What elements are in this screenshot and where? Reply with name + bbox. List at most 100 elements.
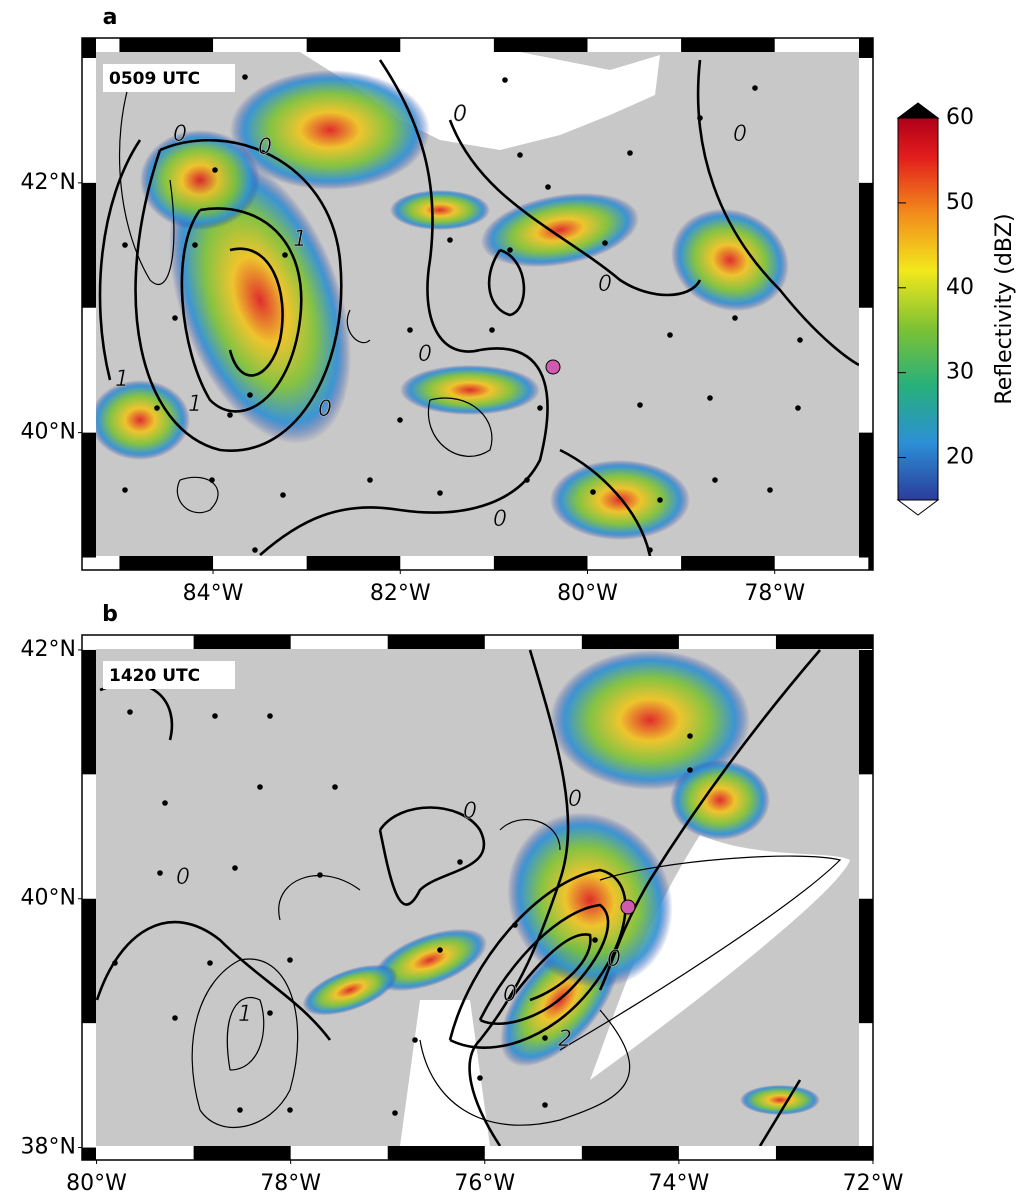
station: [112, 960, 118, 966]
frame-bar: [493, 556, 588, 570]
contour: [758, 1079, 802, 1146]
radar-echo: [670, 760, 770, 840]
frame-bar: [775, 1146, 873, 1160]
station: [122, 242, 128, 248]
x-tick-label: 80°W: [66, 1171, 127, 1196]
frame-bar: [82, 182, 96, 308]
station: [317, 872, 323, 878]
y-tick-label: 42°N: [21, 637, 76, 662]
x-tick-label: 82°W: [370, 581, 431, 606]
contour-thin: [427, 397, 493, 457]
contour-thin: [176, 476, 219, 514]
frame-bar: [681, 38, 775, 52]
frame-bar: [581, 1146, 679, 1160]
contour-thin: [499, 819, 561, 851]
frame-bar: [493, 38, 588, 52]
station: [392, 1110, 398, 1116]
frame-bar: [387, 1146, 485, 1160]
frame-bar: [82, 1147, 96, 1160]
time-label: 0509 UTC: [109, 69, 200, 89]
station: [207, 960, 213, 966]
colorbar-cap-bottom: [896, 499, 940, 516]
radar-echo: [740, 1085, 820, 1115]
radar-echo: [390, 190, 490, 230]
station: [592, 937, 598, 943]
radar-echo: [372, 928, 488, 992]
contour: [598, 649, 821, 991]
panel-label: a: [103, 5, 118, 30]
station: [287, 1107, 293, 1113]
colorbar-tick-label: 40: [946, 275, 974, 300]
y-tick-label: 42°N: [21, 170, 76, 195]
station: [209, 477, 215, 483]
station: [647, 547, 653, 553]
contour: [259, 59, 549, 556]
contour-label: 0: [493, 507, 507, 532]
station: [637, 402, 643, 408]
station: [287, 957, 293, 963]
radar-echo: [302, 964, 398, 1016]
station: [732, 315, 738, 321]
station: [517, 152, 523, 158]
station: [590, 489, 596, 495]
station: [602, 240, 608, 246]
station: [412, 1037, 418, 1043]
contour-label: 0: [453, 102, 467, 127]
contour-label: 0: [733, 122, 747, 147]
station: [267, 713, 273, 719]
frame-bar: [859, 898, 873, 1024]
radar-echo: [230, 70, 430, 190]
station: [542, 1035, 548, 1041]
station: [512, 922, 518, 928]
water: [540, 80, 580, 110]
contour-label: 0: [318, 397, 332, 422]
frame-bar: [82, 649, 96, 775]
frame-bar: [859, 1147, 873, 1160]
x-tick-label: 80°W: [557, 581, 618, 606]
contour: [98, 139, 142, 381]
station: [122, 487, 128, 493]
frame-bar: [306, 556, 401, 570]
contour-label: 0: [463, 799, 477, 824]
colorbar-tick-label: 50: [946, 190, 974, 215]
station: [795, 405, 801, 411]
y-tick-label: 38°N: [21, 1135, 76, 1160]
contour: [478, 903, 610, 1026]
frame-bar: [193, 635, 291, 649]
contour-label: 0: [173, 122, 187, 147]
water: [590, 835, 850, 1080]
station: [172, 1015, 178, 1021]
frame-bar: [859, 649, 873, 775]
station: [767, 487, 773, 493]
contour-label: 2: [558, 1027, 572, 1052]
contour: [134, 139, 343, 452]
station: [697, 115, 703, 121]
station: [257, 784, 263, 790]
station: [797, 337, 803, 343]
station: [154, 405, 160, 411]
water: [400, 1000, 490, 1146]
panel-label: b: [102, 602, 118, 627]
frame-bar: [119, 556, 214, 570]
contour-thin: [346, 309, 371, 344]
contour: [378, 806, 486, 906]
contour-thin: [278, 875, 361, 921]
station: [437, 947, 443, 953]
station: [537, 405, 543, 411]
station: [712, 477, 718, 483]
station: [237, 1107, 243, 1113]
map-panel: 0 0 0 0 0 0 0 0 1 1 1 0509 UTC a 84°W 82°W 80°W 78°W 42°N…: [21, 5, 874, 606]
station: [332, 784, 338, 790]
contour: [448, 119, 702, 297]
frame-bar: [82, 898, 96, 1024]
contour-label: 1: [115, 367, 129, 392]
frame-bar: [306, 38, 401, 52]
station: [212, 713, 218, 719]
frame-bar: [82, 432, 96, 558]
x-tick-label: 76°W: [454, 1171, 515, 1196]
station: [507, 247, 513, 253]
frame-bar: [775, 635, 873, 649]
station: [437, 490, 443, 496]
station: [227, 412, 233, 418]
frame-bar: [681, 556, 775, 570]
